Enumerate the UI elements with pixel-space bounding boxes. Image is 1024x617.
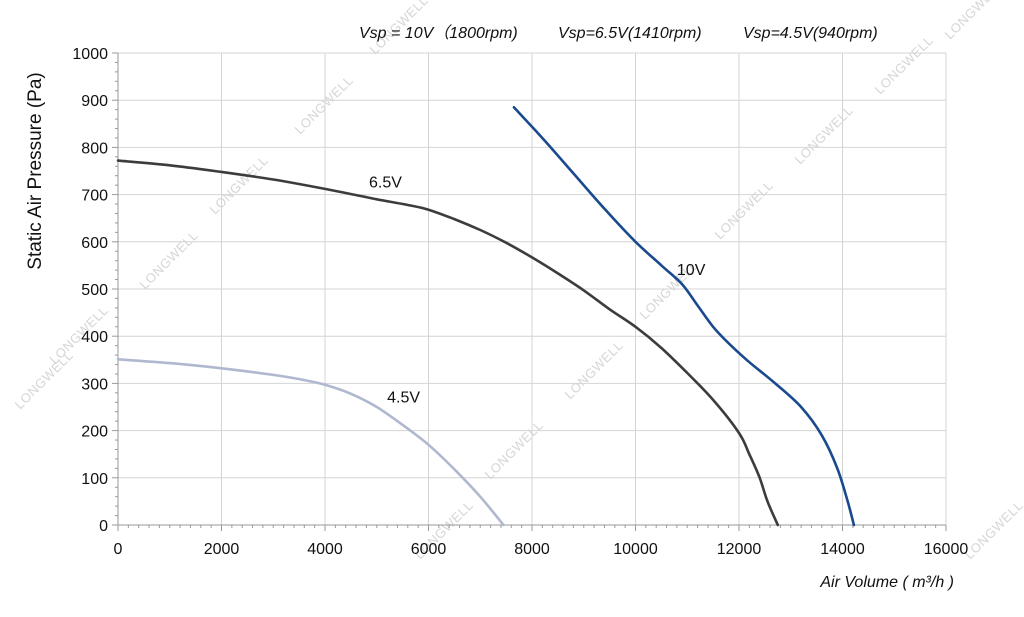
watermark-text: LONGWELL — [137, 228, 202, 293]
curve-label: 4.5V — [387, 389, 420, 406]
curve-label: 10V — [677, 262, 706, 279]
y-tick-label: 800 — [81, 140, 108, 157]
x-tick-label: 8000 — [514, 541, 550, 558]
curve-label: 6.5V — [369, 175, 402, 192]
watermark-text: LONGWELL — [562, 338, 627, 403]
watermark-text: LONGWELL — [962, 498, 1024, 563]
x-tick-label: 10000 — [613, 541, 658, 558]
series-layer — [116, 106, 856, 527]
y-tick-label: 1000 — [72, 46, 108, 63]
x-tick-label: 16000 — [924, 541, 969, 558]
series-line-4-5V — [116, 358, 505, 527]
y-tick-label: 600 — [81, 235, 108, 252]
watermark-text: LONGWELL — [792, 103, 857, 168]
watermark-text: LONGWELL — [292, 73, 357, 138]
y-tick-label: 200 — [81, 424, 108, 441]
y-tick-label: 900 — [81, 93, 108, 110]
y-tick-label: 500 — [81, 282, 108, 299]
x-tick-label: 0 — [114, 541, 123, 558]
y-tick-label: 400 — [81, 329, 108, 346]
watermark-text: LONGWELL — [207, 153, 272, 218]
y-tick-label: 100 — [81, 471, 108, 488]
x-tick-label: 14000 — [820, 541, 865, 558]
watermark-text: LONGWELL — [942, 0, 1007, 42]
watermark-text: LONGWELL — [482, 418, 547, 483]
y-tick-label: 300 — [81, 376, 108, 393]
y-tick-label: 700 — [81, 188, 108, 205]
speed-header-label: Vsp=4.5V(940rpm) — [743, 25, 878, 42]
watermark-text: LONGWELL — [712, 178, 777, 243]
speed-header-label: Vsp=6.5V(1410rpm) — [558, 25, 702, 42]
grid-lines — [118, 52, 947, 525]
x-tick-label: 6000 — [411, 541, 447, 558]
axes — [112, 52, 947, 531]
x-axis-title: Air Volume ( m³/h ) — [819, 574, 954, 591]
watermark-text: LONGWELL — [12, 348, 77, 413]
y-tick-label: 0 — [99, 518, 108, 535]
y-axis-title: Static Air Pressure (Pa) — [25, 72, 46, 269]
speed-header-label: Vsp = 10V（1800rpm) — [359, 24, 518, 42]
x-tick-label: 4000 — [307, 541, 343, 558]
watermark-text: LONGWELL — [872, 33, 937, 98]
series-line-10V — [512, 106, 856, 527]
x-tick-label: 2000 — [204, 541, 240, 558]
x-tick-label: 12000 — [717, 541, 762, 558]
series-line-6-5V — [116, 159, 780, 527]
labels-layer: 0 2000 4000 6000 8000 10000 12000 14000 16000 0 10… — [25, 24, 968, 591]
